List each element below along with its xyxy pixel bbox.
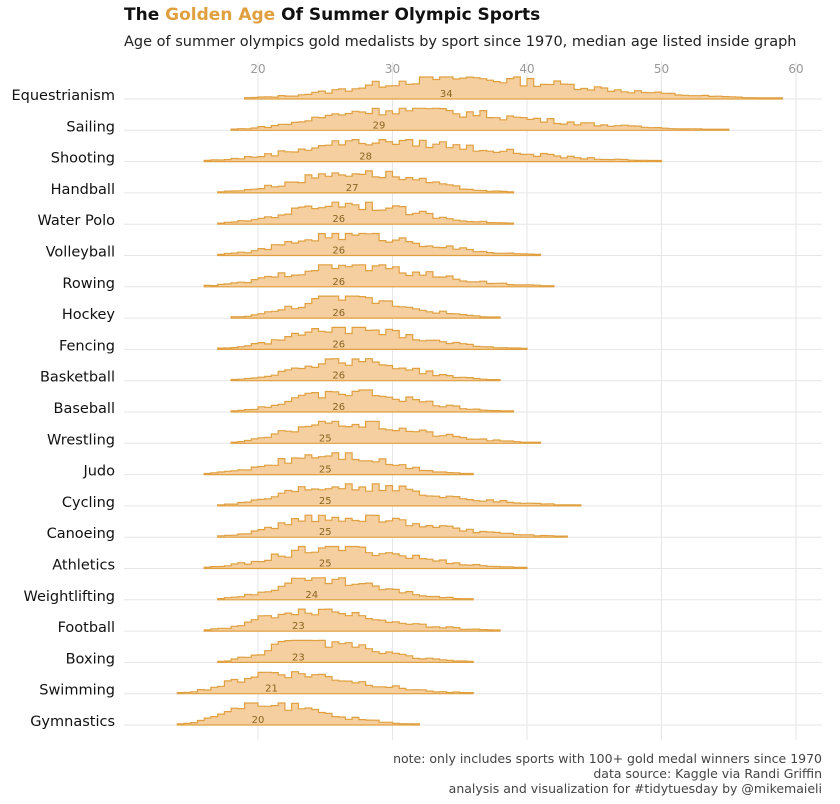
ridge-wrestling xyxy=(230,420,542,444)
title-highlight: Golden Age xyxy=(165,5,276,25)
ridge-equestrianism xyxy=(244,76,784,100)
median-label-cycling: 25 xyxy=(319,496,332,507)
caption-source: data source: Kaggle via Randi Griffin xyxy=(593,766,822,781)
median-label-gymnastics: 20 xyxy=(252,715,265,726)
ridge-baseball xyxy=(230,389,515,413)
x-tick-label-50: 50 xyxy=(654,62,669,76)
median-label-judo: 25 xyxy=(319,465,332,476)
median-label-water-polo: 26 xyxy=(332,214,345,225)
median-label-sailing: 29 xyxy=(373,120,386,131)
x-tick-label-20: 20 xyxy=(250,62,265,76)
caption-note: note: only includes sports with 100+ gol… xyxy=(393,751,822,766)
sport-label-gymnastics: Gymnastics xyxy=(30,714,115,730)
sport-label-judo: Judo xyxy=(82,464,115,480)
ridgeline-chart: 20 30 40 50 60 Equestrianism 34 Sailing 29 Shooti… xyxy=(12,62,822,740)
ridge-judo xyxy=(203,452,474,476)
median-label-basketball: 26 xyxy=(332,371,345,382)
median-label-volleyball: 26 xyxy=(332,246,345,257)
median-label-baseball: 26 xyxy=(332,402,345,413)
sport-label-sailing: Sailing xyxy=(66,119,115,135)
median-label-weightlifting: 24 xyxy=(305,590,318,601)
sport-label-volleyball: Volleyball xyxy=(46,245,115,261)
sport-label-canoeing: Canoeing xyxy=(47,526,115,542)
sport-label-swimming: Swimming xyxy=(39,683,115,699)
ridge-shooting xyxy=(203,139,663,163)
caption-credit: analysis and visualization for #tidytues… xyxy=(448,781,822,796)
median-label-athletics: 25 xyxy=(319,559,332,570)
sport-label-boxing: Boxing xyxy=(66,651,115,667)
median-label-swimming: 21 xyxy=(265,684,278,695)
title-pre: The xyxy=(124,5,166,25)
sport-label-hockey: Hockey xyxy=(62,307,116,323)
sport-label-football: Football xyxy=(58,620,115,636)
median-label-shooting: 28 xyxy=(359,152,372,163)
ridge-handball xyxy=(217,170,515,194)
sport-label-shooting: Shooting xyxy=(51,151,115,167)
sport-label-baseball: Baseball xyxy=(54,401,115,417)
x-tick-label-30: 30 xyxy=(385,62,400,76)
sport-label-basketball: Basketball xyxy=(40,370,115,386)
median-label-football: 23 xyxy=(292,621,305,632)
median-label-canoeing: 25 xyxy=(319,527,332,538)
median-label-wrestling: 25 xyxy=(319,433,332,444)
ridge-cycling xyxy=(217,483,582,507)
ridge-weightlifting xyxy=(217,577,474,601)
ridge-volleyball xyxy=(217,232,542,257)
ridge-canoeing xyxy=(217,514,568,538)
sport-label-athletics: Athletics xyxy=(52,558,115,574)
ridge-fencing xyxy=(217,326,528,350)
x-tick-label-60: 60 xyxy=(788,62,803,76)
median-label-equestrianism: 34 xyxy=(440,89,453,100)
median-label-boxing: 23 xyxy=(292,652,305,663)
sport-label-cycling: Cycling xyxy=(62,495,115,511)
median-label-hockey: 26 xyxy=(332,308,345,319)
ridge-hockey xyxy=(230,295,501,319)
ridge-rowing xyxy=(203,264,555,288)
sport-label-water-polo: Water Polo xyxy=(38,213,116,229)
sport-label-rowing: Rowing xyxy=(62,276,115,292)
median-label-rowing: 26 xyxy=(332,277,345,288)
title-post: Of Summer Olympic Sports xyxy=(275,5,541,25)
sport-label-handball: Handball xyxy=(51,182,115,198)
ridge-swimming xyxy=(176,671,474,695)
ridge-football xyxy=(203,608,501,632)
ridge-sailing xyxy=(230,107,730,131)
sport-label-weightlifting: Weightlifting xyxy=(23,589,115,605)
sport-label-equestrianism: Equestrianism xyxy=(12,88,116,104)
chart-subtitle: Age of summer olympics gold medalists by… xyxy=(124,34,797,50)
ridge-basketball xyxy=(230,358,501,382)
x-tick-label-40: 40 xyxy=(519,62,534,76)
chart-title: The Golden Age Of Summer Olympic Sports xyxy=(124,5,540,25)
median-label-fencing: 26 xyxy=(332,339,345,350)
ridge-athletics xyxy=(203,545,528,570)
sport-label-fencing: Fencing xyxy=(59,338,115,354)
median-label-handball: 27 xyxy=(346,183,359,194)
ridge-water-polo xyxy=(217,201,515,225)
sport-label-wrestling: Wrestling xyxy=(47,432,115,448)
ridge-gymnastics xyxy=(176,702,420,726)
ridge-boxing xyxy=(217,639,474,663)
